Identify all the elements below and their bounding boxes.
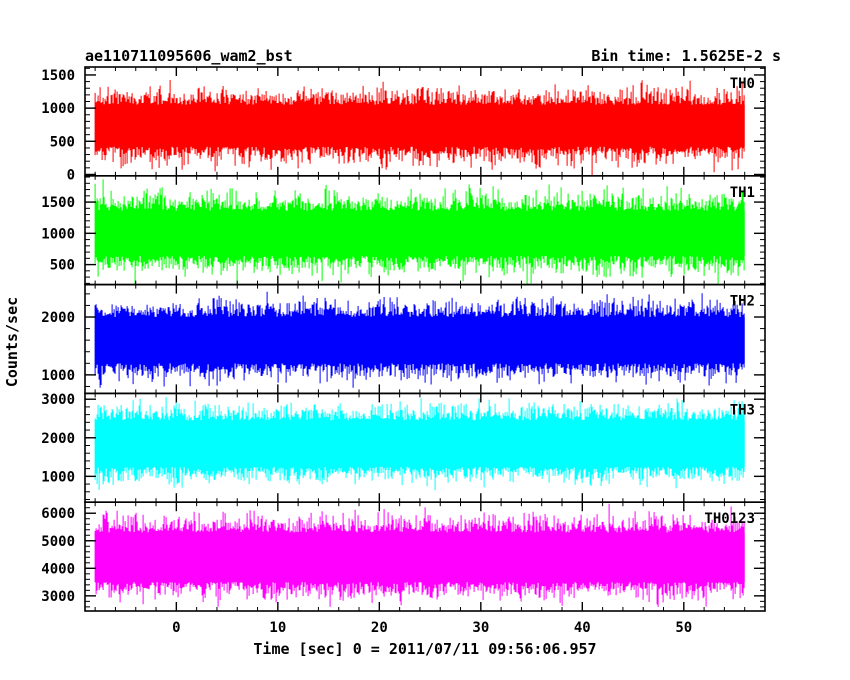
panel-th0: 0 500 1000 1500 TH0: [41, 66, 766, 183]
noise-spikes: [94, 80, 745, 176]
y-tick-label: 1000: [41, 469, 75, 485]
x-tick-label: 30: [472, 620, 489, 636]
panels-group: 0 500 1000 1500 TH0 500 1000 1500 TH1 1000 2000 TH2…: [41, 66, 766, 612]
y-tick-label: 1000: [41, 226, 75, 242]
noise-spikes: [94, 503, 745, 607]
y-tick-label: 0: [67, 167, 75, 183]
panel-th0123: 3000 4000 5000 6000 TH0123: [41, 501, 766, 612]
y-tick-label: 5000: [41, 534, 75, 550]
x-tick-label: 0: [172, 620, 180, 636]
panel-label: TH0: [730, 76, 755, 92]
noise-spikes: [94, 179, 745, 285]
y-tick-label: 4000: [41, 561, 75, 577]
series-th3: [94, 397, 745, 491]
panel-label: TH0123: [704, 511, 755, 527]
panel-th1: 500 1000 1500 TH1: [41, 175, 766, 286]
y-tick-label: 1000: [41, 368, 75, 384]
y-tick-label: 3000: [41, 392, 75, 408]
panel-label: TH1: [730, 185, 755, 201]
x-axis-ticks: 0 10 20 30 40 50: [172, 620, 692, 636]
y-tick-label: 1000: [41, 101, 75, 117]
series-th0123: [94, 503, 745, 607]
series-th1: [94, 179, 745, 285]
panel-th3: 1000 2000 3000 TH3: [41, 392, 766, 503]
y-tick-label: 6000: [41, 506, 75, 522]
y-tick-label: 2000: [41, 310, 75, 326]
x-tick-label: 40: [574, 620, 591, 636]
y-tick-label: 500: [50, 258, 75, 274]
x-axis-label: Time [sec] 0 = 2011/07/11 09:56:06.957: [253, 640, 596, 658]
panel-frame: [84, 501, 766, 612]
y-tick-label: 3000: [41, 589, 75, 605]
y-axis-label: Counts/sec: [3, 297, 21, 387]
series-th2: [94, 291, 745, 388]
y-tick-label: 500: [50, 134, 75, 150]
x-tick-label: 10: [269, 620, 286, 636]
x-tick-label: 20: [371, 620, 388, 636]
chart-title-left: ae110711095606_wam2_bst: [85, 47, 293, 65]
y-tick-label: 1500: [41, 195, 75, 211]
chart-title-right: Bin time: 1.5625E-2 s: [591, 47, 781, 65]
noise-spikes: [94, 291, 745, 388]
y-tick-label: 2000: [41, 431, 75, 447]
panel-th2: 1000 2000 TH2: [41, 283, 766, 395]
panel-label: TH2: [730, 294, 755, 310]
y-tick-label: 1500: [41, 68, 75, 84]
noise-spikes: [94, 397, 745, 491]
x-tick-label: 50: [675, 620, 692, 636]
panel-label: TH3: [730, 402, 755, 418]
series-th0: [94, 80, 745, 176]
